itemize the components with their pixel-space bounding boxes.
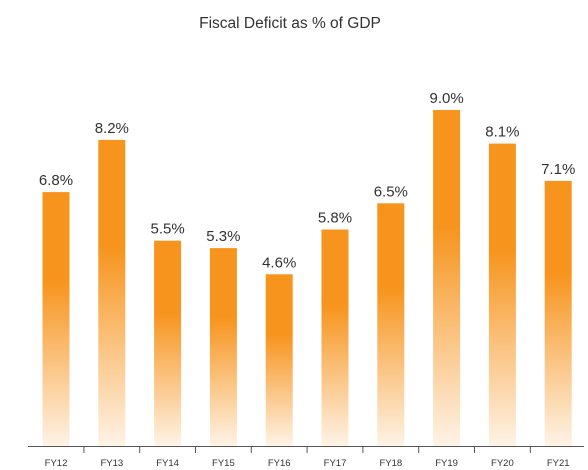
bar-fy20 [488,143,516,446]
value-label-fy19: 9.0% [429,90,463,107]
bar-fy19 [433,110,461,446]
bar-fy12 [42,192,70,446]
tick-label-fy15: FY15 [212,458,235,469]
chart-title: Fiscal Deficit as % of GDP [199,15,381,32]
bars-layer [42,110,572,446]
value-label-fy12: 6.8% [39,172,73,189]
value-label-fy13: 8.2% [95,120,129,137]
x-tick-labels: FY12 FY13 FY14 FY15 FY16 FY17 FY18 FY19 FY20 FY21 [45,458,570,469]
bar-fy16 [265,274,293,446]
bar-fy13 [98,139,126,446]
x-axis [28,446,584,453]
tick-label-fy20: FY20 [491,458,514,469]
value-label-fy15: 5.3% [206,228,240,245]
value-label-fy16: 4.6% [262,254,296,271]
bar-fy15 [209,248,237,446]
bar-fy14 [154,240,182,446]
value-label-fy18: 6.5% [374,183,408,200]
tick-label-fy16: FY16 [268,458,291,469]
value-label-fy17: 5.8% [318,210,352,227]
value-label-fy14: 5.5% [150,221,184,238]
tick-label-fy14: FY14 [156,458,179,469]
bar-fy18 [377,203,405,446]
tick-label-fy17: FY17 [324,458,347,469]
tick-label-fy21: FY21 [547,458,570,469]
tick-label-fy19: FY19 [435,458,458,469]
value-label-fy21: 7.1% [541,161,575,178]
value-label-fy20: 8.1% [485,124,519,141]
bar-fy17 [321,229,349,446]
value-labels-layer: 6.8% 8.2% 5.5% 5.3% 4.6% 5.8% 6.5% 9.0% 8.1% 7.1% [39,90,575,271]
tick-label-fy18: FY18 [379,458,402,469]
bar-fy21 [544,180,572,446]
tick-label-fy13: FY13 [100,458,123,469]
tick-label-fy12: FY12 [45,458,68,469]
